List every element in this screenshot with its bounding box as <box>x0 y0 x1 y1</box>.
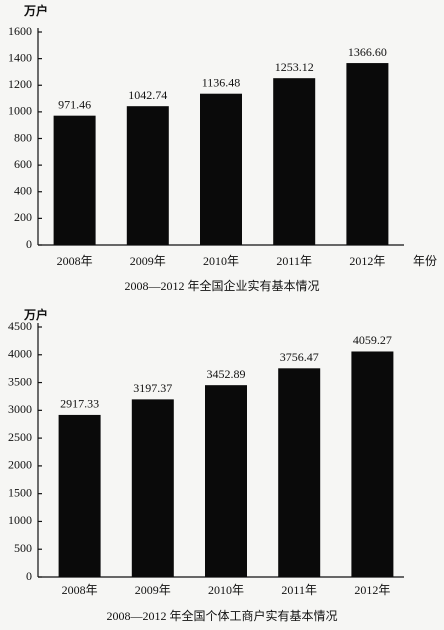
data-label: 1253.12 <box>275 60 314 74</box>
y-tick-label: 2500 <box>8 430 32 444</box>
x-tick-label: 2012年 <box>354 583 390 597</box>
y-tick-label: 1600 <box>8 24 32 38</box>
x-axis-label: 年份 <box>413 254 437 268</box>
bar <box>200 93 242 245</box>
data-label: 3197.37 <box>133 381 172 395</box>
y-tick-label: 600 <box>14 157 32 171</box>
x-tick-label: 2011年 <box>281 583 317 597</box>
y-tick-label: 1400 <box>8 50 32 64</box>
x-tick-label: 2009年 <box>130 254 166 268</box>
x-tick-label: 2011年 <box>276 254 312 268</box>
bar <box>273 78 316 245</box>
y-tick-label: 1000 <box>8 513 32 527</box>
x-tick-label: 2010年 <box>208 583 244 597</box>
data-label: 2917.33 <box>60 397 99 411</box>
y-axis-unit: 万户 <box>23 3 48 18</box>
bar <box>205 385 247 577</box>
data-label: 1366.60 <box>348 45 387 59</box>
data-label: 3756.47 <box>280 350 319 364</box>
data-label: 1136.48 <box>202 75 241 89</box>
x-tick-label: 2008年 <box>62 583 98 597</box>
bar <box>278 368 321 577</box>
y-tick-label: 400 <box>14 184 32 198</box>
data-label: 1042.74 <box>128 88 167 102</box>
y-tick-label: 1000 <box>8 104 32 118</box>
data-label: 3452.89 <box>207 367 246 381</box>
x-tick-label: 2012年 <box>349 254 385 268</box>
bar <box>126 106 169 245</box>
bar <box>131 399 174 577</box>
bar <box>53 115 96 246</box>
y-tick-label: 4000 <box>8 347 32 361</box>
y-tick-label: 4500 <box>8 319 32 333</box>
bar <box>58 414 101 577</box>
y-tick-label: 800 <box>14 130 32 144</box>
y-tick-label: 500 <box>14 541 32 555</box>
y-tick-label: 1500 <box>8 485 32 499</box>
y-tick-label: 3500 <box>8 374 32 388</box>
x-tick-label: 2008年 <box>57 254 93 268</box>
bar <box>351 351 394 577</box>
x-tick-label: 2010年 <box>203 254 239 268</box>
data-label: 971.46 <box>58 97 91 111</box>
y-tick-label: 2000 <box>8 458 32 472</box>
y-tick-label: 0 <box>26 237 32 251</box>
bar <box>346 63 389 245</box>
data-label: 4059.27 <box>353 333 392 347</box>
chart-title: 2008—2012 年全国个体工商户实有基本情况 <box>106 608 337 623</box>
y-tick-label: 200 <box>14 210 32 224</box>
y-tick-label: 0 <box>26 569 32 583</box>
y-tick-label: 3000 <box>8 402 32 416</box>
x-tick-label: 2009年 <box>135 583 171 597</box>
chart-title: 2008—2012 年全国企业实有基本情况 <box>124 278 319 293</box>
y-tick-label: 1200 <box>8 77 32 91</box>
y-axis-unit: 万户 <box>23 307 48 322</box>
